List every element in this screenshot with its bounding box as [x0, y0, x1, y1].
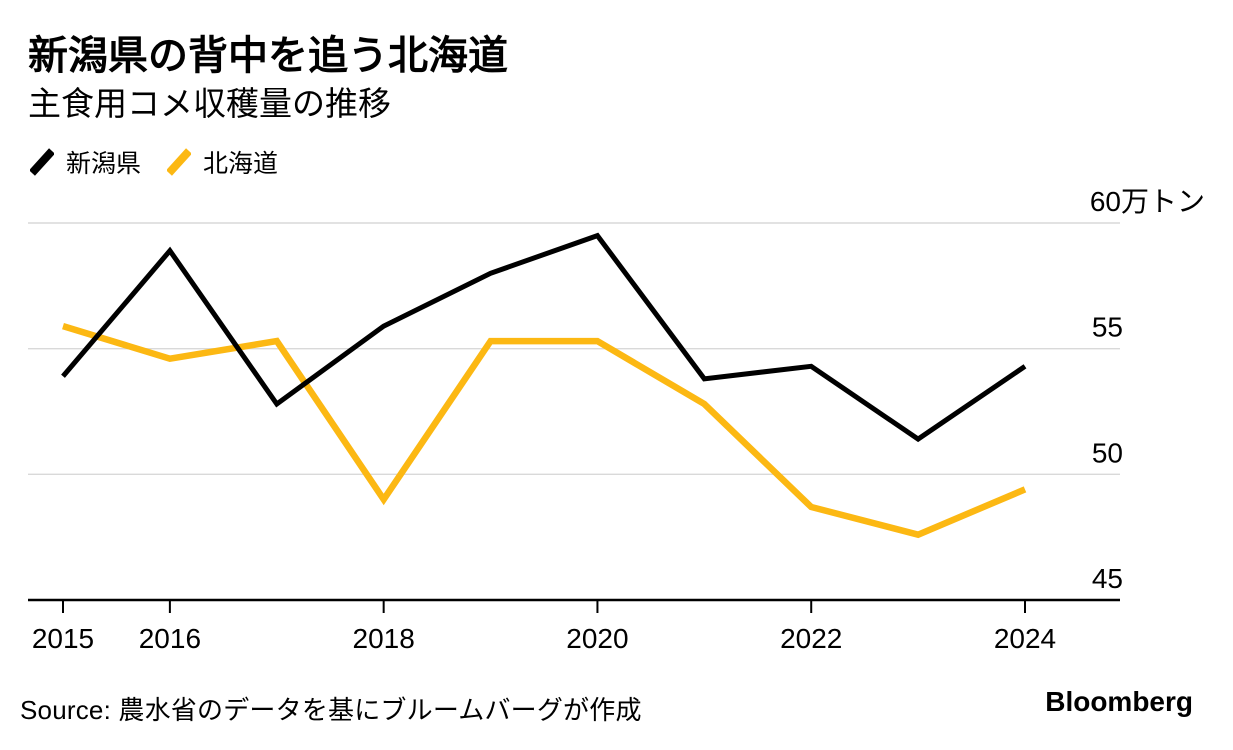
legend-label: 新潟県	[66, 150, 142, 178]
series-lines	[61, 232, 1027, 539]
y-tick-label: 60万トン	[1090, 186, 1205, 217]
x-axis: 2015 2016 2018 2020 2022 2024	[28, 598, 1120, 654]
x-tick-label: 2020	[566, 623, 628, 654]
legend: 新潟県 北海道	[30, 144, 278, 180]
series-line-niigata	[61, 232, 1027, 443]
x-tick-label: 2024	[994, 623, 1056, 654]
legend-item-hokkaido: 北海道	[167, 144, 278, 180]
bloomberg-logo: Bloomberg	[1045, 686, 1193, 717]
series-line-hokkaido	[62, 322, 1027, 539]
line-swatch-icon	[30, 148, 54, 176]
legend-item-niigata: 新潟県	[30, 144, 141, 180]
x-tick-label: 2016	[139, 623, 201, 654]
x-tick-label: 2015	[32, 623, 94, 654]
line-swatch-icon	[167, 148, 192, 176]
y-axis-labels: 60万トン 55 50 45	[1090, 186, 1205, 594]
y-tick-label: 45	[1092, 563, 1123, 594]
x-tick-label: 2018	[353, 623, 415, 654]
y-tick-label: 50	[1092, 437, 1123, 468]
y-tick-label: 55	[1092, 312, 1123, 343]
legend-label: 北海道	[203, 150, 279, 178]
source-note: Source: 農水省のデータを基にブルームバーグが作成	[20, 695, 642, 725]
chart-subtitle: 主食用コメ収穫量の推移	[28, 85, 391, 122]
x-tick-label: 2022	[780, 623, 842, 654]
chart-title: 新潟県の背中を追う北海道	[28, 34, 508, 78]
gridlines	[28, 222, 1120, 476]
